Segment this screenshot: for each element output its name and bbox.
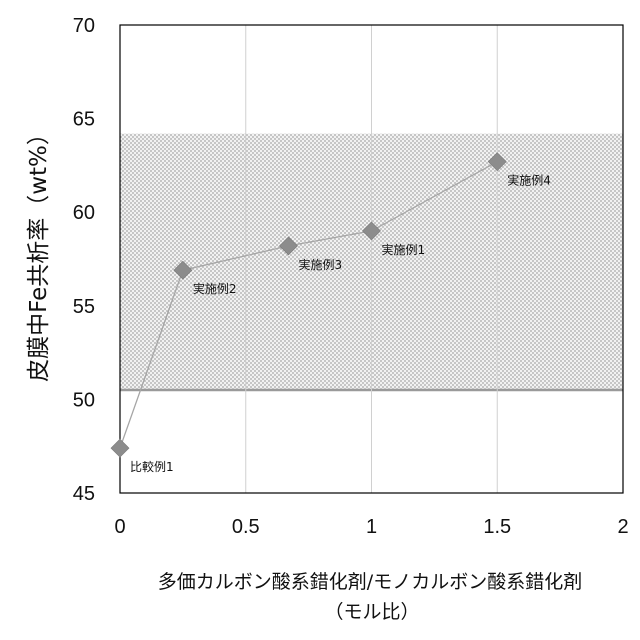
- x-axis-label: 多価カルボン酸系錯化剤/モノカルボン酸系錯化剤: [158, 571, 582, 593]
- data-point-label: 実施例3: [299, 257, 343, 272]
- x-tick-label: 0.5: [232, 516, 260, 538]
- y-tick-label: 60: [73, 202, 95, 224]
- data-point-label: 実施例4: [507, 173, 551, 188]
- data-point-marker: [111, 439, 129, 457]
- x-axis-label-unit: （モル比）: [324, 601, 419, 623]
- data-point-label: 実施例2: [193, 281, 237, 296]
- x-tick-label: 2: [617, 516, 628, 538]
- data-point-label: 実施例1: [382, 242, 426, 257]
- y-axis-label: 皮膜中Fe共析率（wt%）: [26, 122, 52, 382]
- y-tick-label: 50: [73, 389, 95, 411]
- y-tick-label: 45: [73, 483, 95, 505]
- x-tick-label: 1.5: [483, 516, 511, 538]
- x-tick-label: 1: [366, 516, 377, 538]
- y-tick-label: 70: [73, 15, 95, 37]
- y-tick-label: 65: [73, 109, 95, 131]
- x-tick-label: 0: [114, 516, 125, 538]
- y-tick-label: 55: [73, 296, 95, 318]
- data-point-label: 比較例1: [130, 459, 174, 474]
